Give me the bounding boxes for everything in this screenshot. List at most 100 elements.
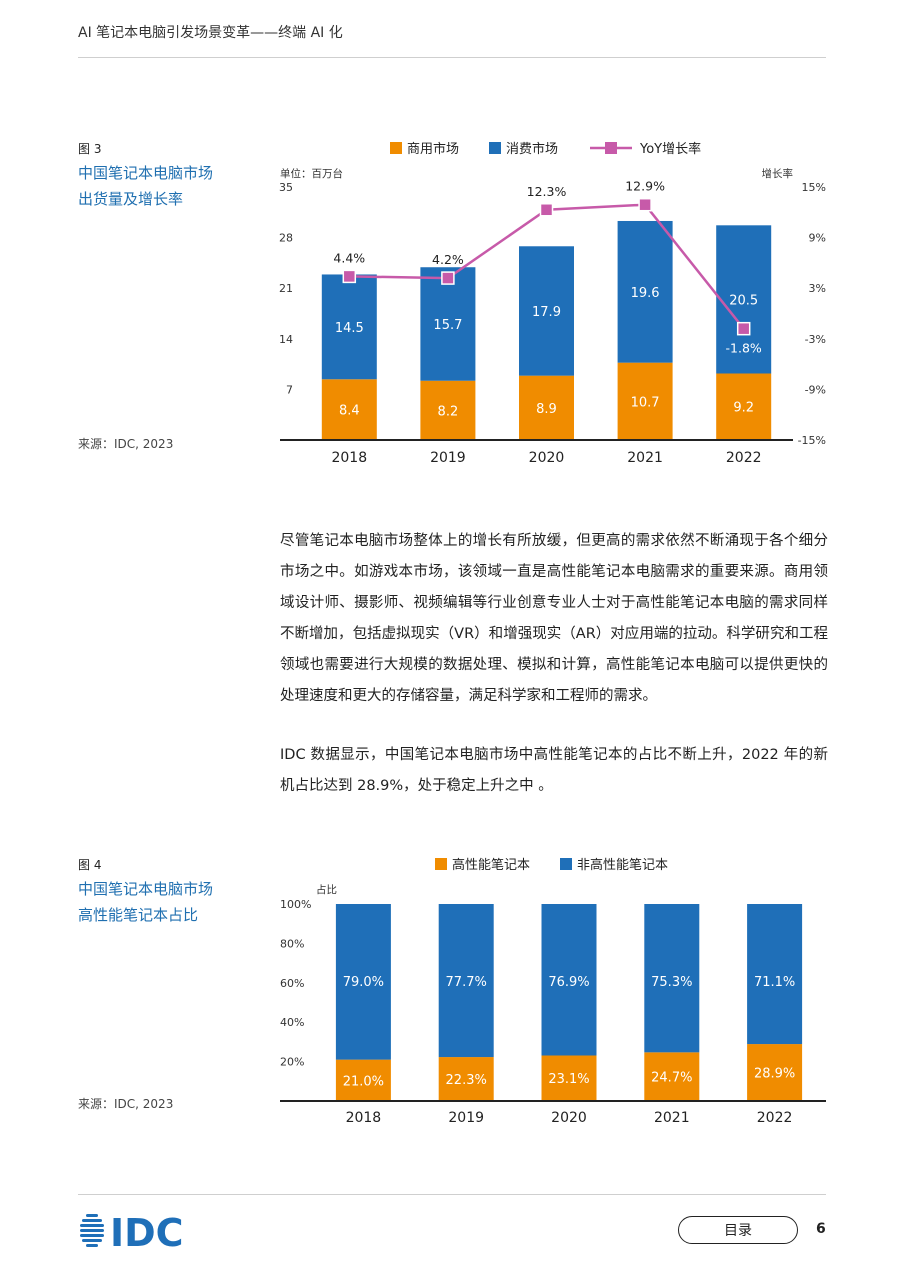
bar-high-performance: [438, 1057, 494, 1101]
y-tick-label: 20%: [280, 1056, 304, 1069]
bar-data-label: 79.0%: [343, 975, 384, 990]
y2-tick-label: -9%: [805, 383, 826, 396]
bar-consumer: [321, 274, 377, 380]
figure3-chart: 单位：百万台 增长率 商用市场 消费市场 YoY增长率 7 14 21 28 35 -15% -9…: [279, 141, 826, 466]
table-of-contents-button[interactable]: 目录: [678, 1216, 798, 1244]
bar-commercial: [617, 362, 673, 440]
y-tick-label: 35: [279, 181, 293, 194]
bar-high-performance: [644, 1052, 700, 1101]
figure4-unit-left: 占比: [316, 883, 337, 896]
yoy-marker: [342, 269, 357, 284]
y-tick-label: 40%: [280, 1016, 304, 1029]
bar-data-label: 24.7%: [651, 1071, 692, 1086]
idc-logo-mark: [80, 1214, 104, 1247]
bar-data-label: 17.9: [532, 305, 561, 320]
bar-data-label: 76.9%: [548, 975, 589, 990]
bar-high-performance: [541, 1055, 597, 1101]
bar-data-label: 77.7%: [446, 975, 487, 990]
figure3-title: 中国笔记本电脑市场 出货量及增长率: [78, 160, 213, 212]
yoy-data-label: 12.9%: [625, 179, 665, 194]
yoy-data-label: 4.2%: [432, 252, 464, 267]
figure3-title-line2: 出货量及增长率: [78, 190, 184, 208]
figure3-unit-left: 单位：百万台: [280, 167, 343, 180]
y2-tick-label: -3%: [805, 333, 826, 346]
figure3-label: 图 3: [78, 142, 102, 156]
bar-commercial: [321, 379, 377, 440]
bar-commercial: [716, 373, 772, 440]
y-tick-label: 7: [286, 383, 293, 396]
bar-data-label: 8.2: [438, 404, 459, 419]
y-tick-label: 60%: [280, 977, 304, 990]
yoy-marker: [539, 203, 554, 217]
bar-data-label: 15.7: [433, 318, 462, 333]
x-tick-label: 2019: [448, 1110, 484, 1126]
figure3-source: 来源：IDC, 2023: [78, 437, 174, 451]
legend-label: 非高性能笔记本: [577, 857, 668, 873]
legend-swatch-非高性能笔记本: [560, 858, 572, 870]
bar-high-performance: [747, 1044, 803, 1101]
bar-data-label: 23.1%: [548, 1072, 589, 1087]
bar-non-high-performance: [438, 904, 494, 1058]
bar-data-label: 71.1%: [754, 975, 795, 990]
legend-swatch-商用市场: [390, 142, 402, 154]
x-tick-label: 2022: [726, 450, 762, 466]
bar-data-label: 19.6: [631, 286, 660, 301]
bar-data-label: 10.7: [631, 395, 660, 410]
yoy-marker: [638, 197, 652, 212]
x-tick-label: 2020: [551, 1110, 587, 1126]
bar-data-label: 22.3%: [446, 1073, 487, 1088]
x-tick-label: 2018: [346, 1110, 382, 1126]
idc-logo-text: IDC: [110, 1211, 184, 1252]
x-tick-label: 2021: [627, 450, 663, 466]
y2-tick-label: 3%: [809, 282, 826, 295]
x-tick-label: 2019: [430, 450, 466, 466]
y2-tick-label: 15%: [802, 181, 826, 194]
bar-data-label: 8.9: [536, 402, 557, 417]
yoy-data-label: 4.4%: [333, 250, 365, 265]
header-divider: [78, 57, 826, 58]
yoy-marker: [736, 321, 751, 336]
y2-tick-label: 9%: [809, 232, 826, 245]
bar-consumer: [519, 246, 574, 376]
idc-logo: IDC: [80, 1211, 184, 1252]
bar-consumer: [420, 267, 476, 381]
bar-non-high-performance: [541, 904, 597, 1056]
y-tick-label: 21: [279, 282, 293, 295]
figure4-chart: 占比 高性能笔记本 非高性能笔记本 20% 40% 60% 80% 100% 21.0% 79.…: [280, 857, 826, 1126]
legend-label: 高性能笔记本: [452, 857, 530, 873]
legend-marker-yoy: [605, 142, 617, 154]
bar-data-label: 14.5: [335, 321, 364, 336]
y-tick-label: 80%: [280, 937, 304, 950]
bar-data-label: 9.2: [733, 401, 754, 416]
bar-non-high-performance: [644, 904, 700, 1053]
x-tick-label: 2018: [331, 450, 367, 466]
yoy-marker: [441, 271, 455, 285]
footer-divider: [78, 1194, 826, 1195]
bar-data-label: 21.0%: [343, 1074, 384, 1089]
y2-tick-label: -15%: [798, 434, 826, 447]
x-tick-label: 2022: [757, 1110, 793, 1126]
y-tick-label: 14: [279, 333, 293, 346]
legend-swatch-消费市场: [489, 142, 501, 154]
legend-label: 商用市场: [407, 141, 459, 157]
x-tick-label: 2021: [654, 1110, 690, 1126]
body-paragraph-2: IDC 数据显示，中国笔记本电脑市场中高性能笔记本的占比不断上升，2022 年的…: [280, 747, 828, 794]
figure3-title-line1: 中国笔记本电脑市场: [78, 164, 214, 182]
page-header-title: AI 笔记本电脑引发场景变革——终端 AI 化: [78, 25, 343, 41]
figure4-title-line1: 中国笔记本电脑市场: [78, 880, 214, 898]
x-tick-label: 2020: [529, 450, 565, 466]
bar-non-high-performance: [747, 904, 803, 1045]
figure4-title-line2: 高性能笔记本占比: [78, 906, 199, 924]
figure4-label: 图 4: [78, 858, 102, 872]
bar-data-label: 75.3%: [651, 975, 692, 990]
legend-swatch-高性能笔记本: [435, 858, 447, 870]
legend-label: 消费市场: [506, 141, 558, 157]
y-tick-label: 100%: [280, 898, 311, 911]
bar-high-performance: [335, 1059, 391, 1101]
legend-label: YoY增长率: [639, 141, 701, 157]
bar-data-label: 8.4: [339, 404, 360, 419]
figure4-title: 中国笔记本电脑市场 高性能笔记本占比: [78, 876, 213, 928]
yoy-data-label: 12.3%: [527, 184, 567, 199]
bar-non-high-performance: [335, 904, 391, 1060]
bar-commercial: [519, 375, 574, 440]
